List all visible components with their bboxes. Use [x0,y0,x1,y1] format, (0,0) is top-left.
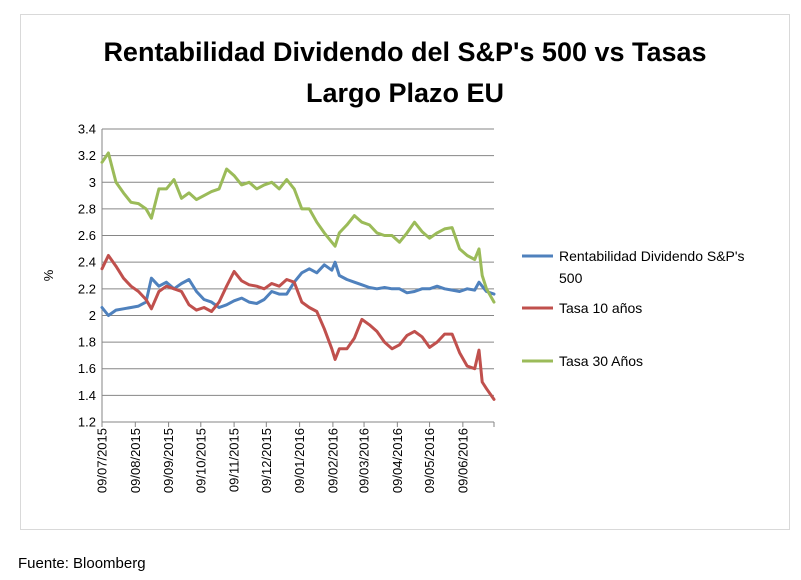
y-tick-label: 1.8 [78,335,96,350]
y-tick-label: 1.4 [78,388,96,403]
series-line-1 [100,260,496,317]
x-tick-label: 09/01/2016 [292,428,307,493]
series-lines [100,151,496,401]
source-note: Fuente: Bloomberg [18,555,146,572]
x-tick-label: 09/09/2015 [161,428,176,493]
x-tick-label: 09/10/2015 [193,428,208,493]
chart-title-line-1: Rentabilidad Dividendo del S&P's 500 vs … [103,37,707,67]
x-tick-label: 09/11/2015 [227,428,242,492]
y-tick-label: 2 [89,308,96,323]
legend-label-1-line-2: 500 [559,270,583,286]
x-tick-label: 09/02/2016 [325,428,340,493]
legend: Rentabilidad Dividendo S&P's 500 Tasa 10 a… [522,248,745,369]
chart-title-line-2: Largo Plazo EU [305,78,505,108]
y-tick-label: 3.4 [78,122,96,137]
y-tick-label: 2.6 [78,228,96,243]
axes: 1.2 1.4 1.6 1.8 2 2.2 2.4 2.6 2.8 3 3.2 3.4% 09/07/2… [41,122,495,493]
y-tick-label: 2.4 [78,255,96,270]
legend-label-1: Rentabilidad Dividendo S&P's [559,248,745,264]
x-tick-label: 09/04/2016 [390,428,405,493]
x-tick-label: 09/03/2016 [357,428,372,493]
y-axis-label: % [41,269,56,281]
series-line-3 [100,151,496,304]
x-tick-label: 09/12/2015 [259,428,274,493]
chart-title: Rentabilidad Dividendo del S&P's 500 vs … [20,32,790,114]
series-line-2 [100,254,496,401]
x-tick-label: 09/08/2015 [128,428,143,493]
x-tick-label: 09/06/2016 [455,428,470,493]
chart-frame [20,14,790,530]
legend-label-2: Tasa 10 años [559,300,642,316]
y-tick-label: 2.8 [78,201,96,216]
gridlines [102,128,494,396]
x-tick-label: 09/07/2015 [95,428,110,493]
x-tick-label: 09/05/2016 [422,428,437,493]
y-tick-label: 1.6 [78,361,96,376]
y-tick-label: 3.2 [78,148,96,163]
y-tick-label: 2.2 [78,281,96,296]
y-tick-label: 1.2 [78,415,96,430]
y-tick-label: 3 [89,175,96,190]
legend-label-3: Tasa 30 Años [559,353,643,369]
